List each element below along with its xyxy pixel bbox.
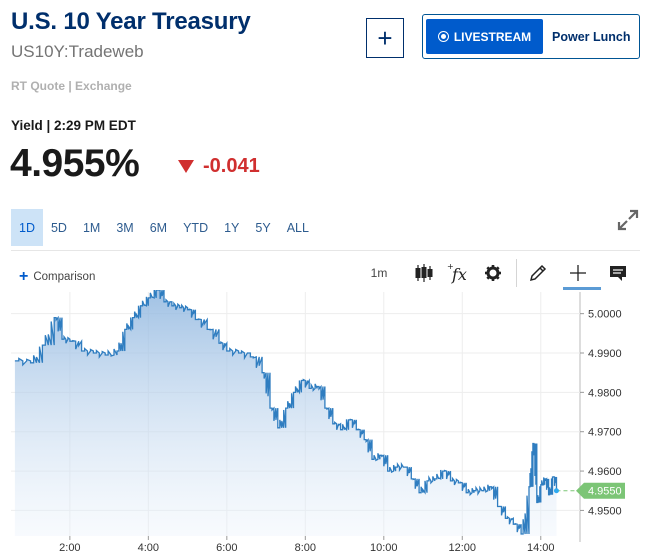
y-tick-label: 4.9900 bbox=[588, 348, 622, 360]
y-tick-label: 4.9600 bbox=[588, 466, 622, 478]
show-name[interactable]: Power Lunch bbox=[552, 29, 631, 44]
tab-5y[interactable]: 5Y bbox=[255, 220, 271, 235]
x-axis: 2:00 4:00 6:00 8:00 10:00 12:00 14:00 bbox=[59, 536, 555, 554]
x-tick-label: 4:00 bbox=[138, 542, 159, 554]
x-tick-label: 10:00 bbox=[370, 542, 398, 554]
gear-icon[interactable] bbox=[483, 262, 503, 284]
y-tick-label: 4.9500 bbox=[588, 505, 622, 517]
tab-ytd[interactable]: YTD bbox=[183, 220, 209, 235]
x-tick-label: 2:00 bbox=[59, 542, 80, 554]
change-value: -0.041 bbox=[203, 155, 260, 177]
tab-5d[interactable]: 5D bbox=[50, 220, 67, 235]
rt-quote-label: RT Quote | Exchange bbox=[11, 79, 132, 93]
x-tick-label: 6:00 bbox=[216, 542, 237, 554]
tab-all[interactable]: ALL bbox=[286, 220, 309, 235]
livestream-label: LIVESTREAM bbox=[453, 29, 532, 44]
page-title: U.S. 10 Year Treasury bbox=[11, 8, 251, 35]
yield-timestamp: Yield | 2:29 PM EDT bbox=[11, 118, 136, 133]
svg-text:+: + bbox=[447, 262, 454, 271]
livestream-box[interactable]: LIVESTREAM Power Lunch bbox=[422, 14, 640, 59]
function-icon[interactable]: + fx bbox=[446, 262, 468, 284]
svg-text:fx: fx bbox=[451, 265, 467, 284]
comparison-label: Comparison bbox=[33, 271, 96, 283]
x-tick-label: 8:00 bbox=[295, 542, 316, 554]
tab-1m[interactable]: 1M bbox=[82, 220, 101, 235]
y-axis: 5.0000 4.9900 4.9800 4.9700 4.9600 4.9500 bbox=[580, 309, 622, 517]
tab-1y[interactable]: 1Y bbox=[224, 220, 240, 235]
tab-6m[interactable]: 6M bbox=[149, 220, 168, 235]
x-tick-label: 12:00 bbox=[449, 542, 477, 554]
x-tick-label: 14:00 bbox=[527, 542, 555, 554]
last-price: 4.955% bbox=[10, 142, 140, 185]
crosshair-active-indicator bbox=[563, 287, 601, 290]
down-arrow-icon bbox=[178, 160, 194, 173]
y-tick-label: 4.9800 bbox=[588, 387, 622, 399]
price-change: -0.041 bbox=[178, 155, 260, 178]
crosshair-icon[interactable] bbox=[568, 262, 588, 284]
interval-selector[interactable]: 1m bbox=[370, 266, 388, 280]
comparison-button[interactable]: + Comparison bbox=[19, 268, 95, 286]
pencil-icon[interactable] bbox=[528, 262, 548, 284]
y-tick-label: 5.0000 bbox=[588, 309, 622, 321]
tab-3m[interactable]: 3M bbox=[116, 220, 134, 235]
y-tick-label: 4.9700 bbox=[588, 427, 622, 439]
livestream-button[interactable]: LIVESTREAM bbox=[426, 19, 543, 54]
last-point bbox=[553, 488, 559, 494]
plus-icon: + bbox=[19, 268, 29, 285]
toolbar-separator bbox=[516, 259, 517, 287]
candlestick-icon[interactable] bbox=[413, 262, 435, 284]
live-icon bbox=[437, 31, 449, 42]
comment-icon[interactable] bbox=[608, 262, 628, 284]
symbol-label: US10Y:Tradeweb bbox=[11, 42, 144, 61]
last-price-tag-bg bbox=[576, 482, 625, 499]
last-price-tag: 4.9550 bbox=[576, 482, 625, 499]
expand-icon[interactable] bbox=[616, 208, 640, 232]
last-price-tag-label: 4.9550 bbox=[588, 486, 622, 498]
toolbar-divider bbox=[11, 250, 640, 251]
add-to-watchlist-button[interactable]: + bbox=[366, 18, 404, 58]
range-tabs: 1D 5D 1M 3M 6M YTD 1Y 5Y ALL bbox=[11, 209, 317, 246]
yield-chart[interactable]: 5.0000 4.9900 4.9800 4.9700 4.9600 4.9500 2:0… bbox=[0, 290, 658, 556]
yield-line bbox=[14, 290, 558, 535]
tab-1d[interactable]: 1D bbox=[11, 209, 43, 246]
